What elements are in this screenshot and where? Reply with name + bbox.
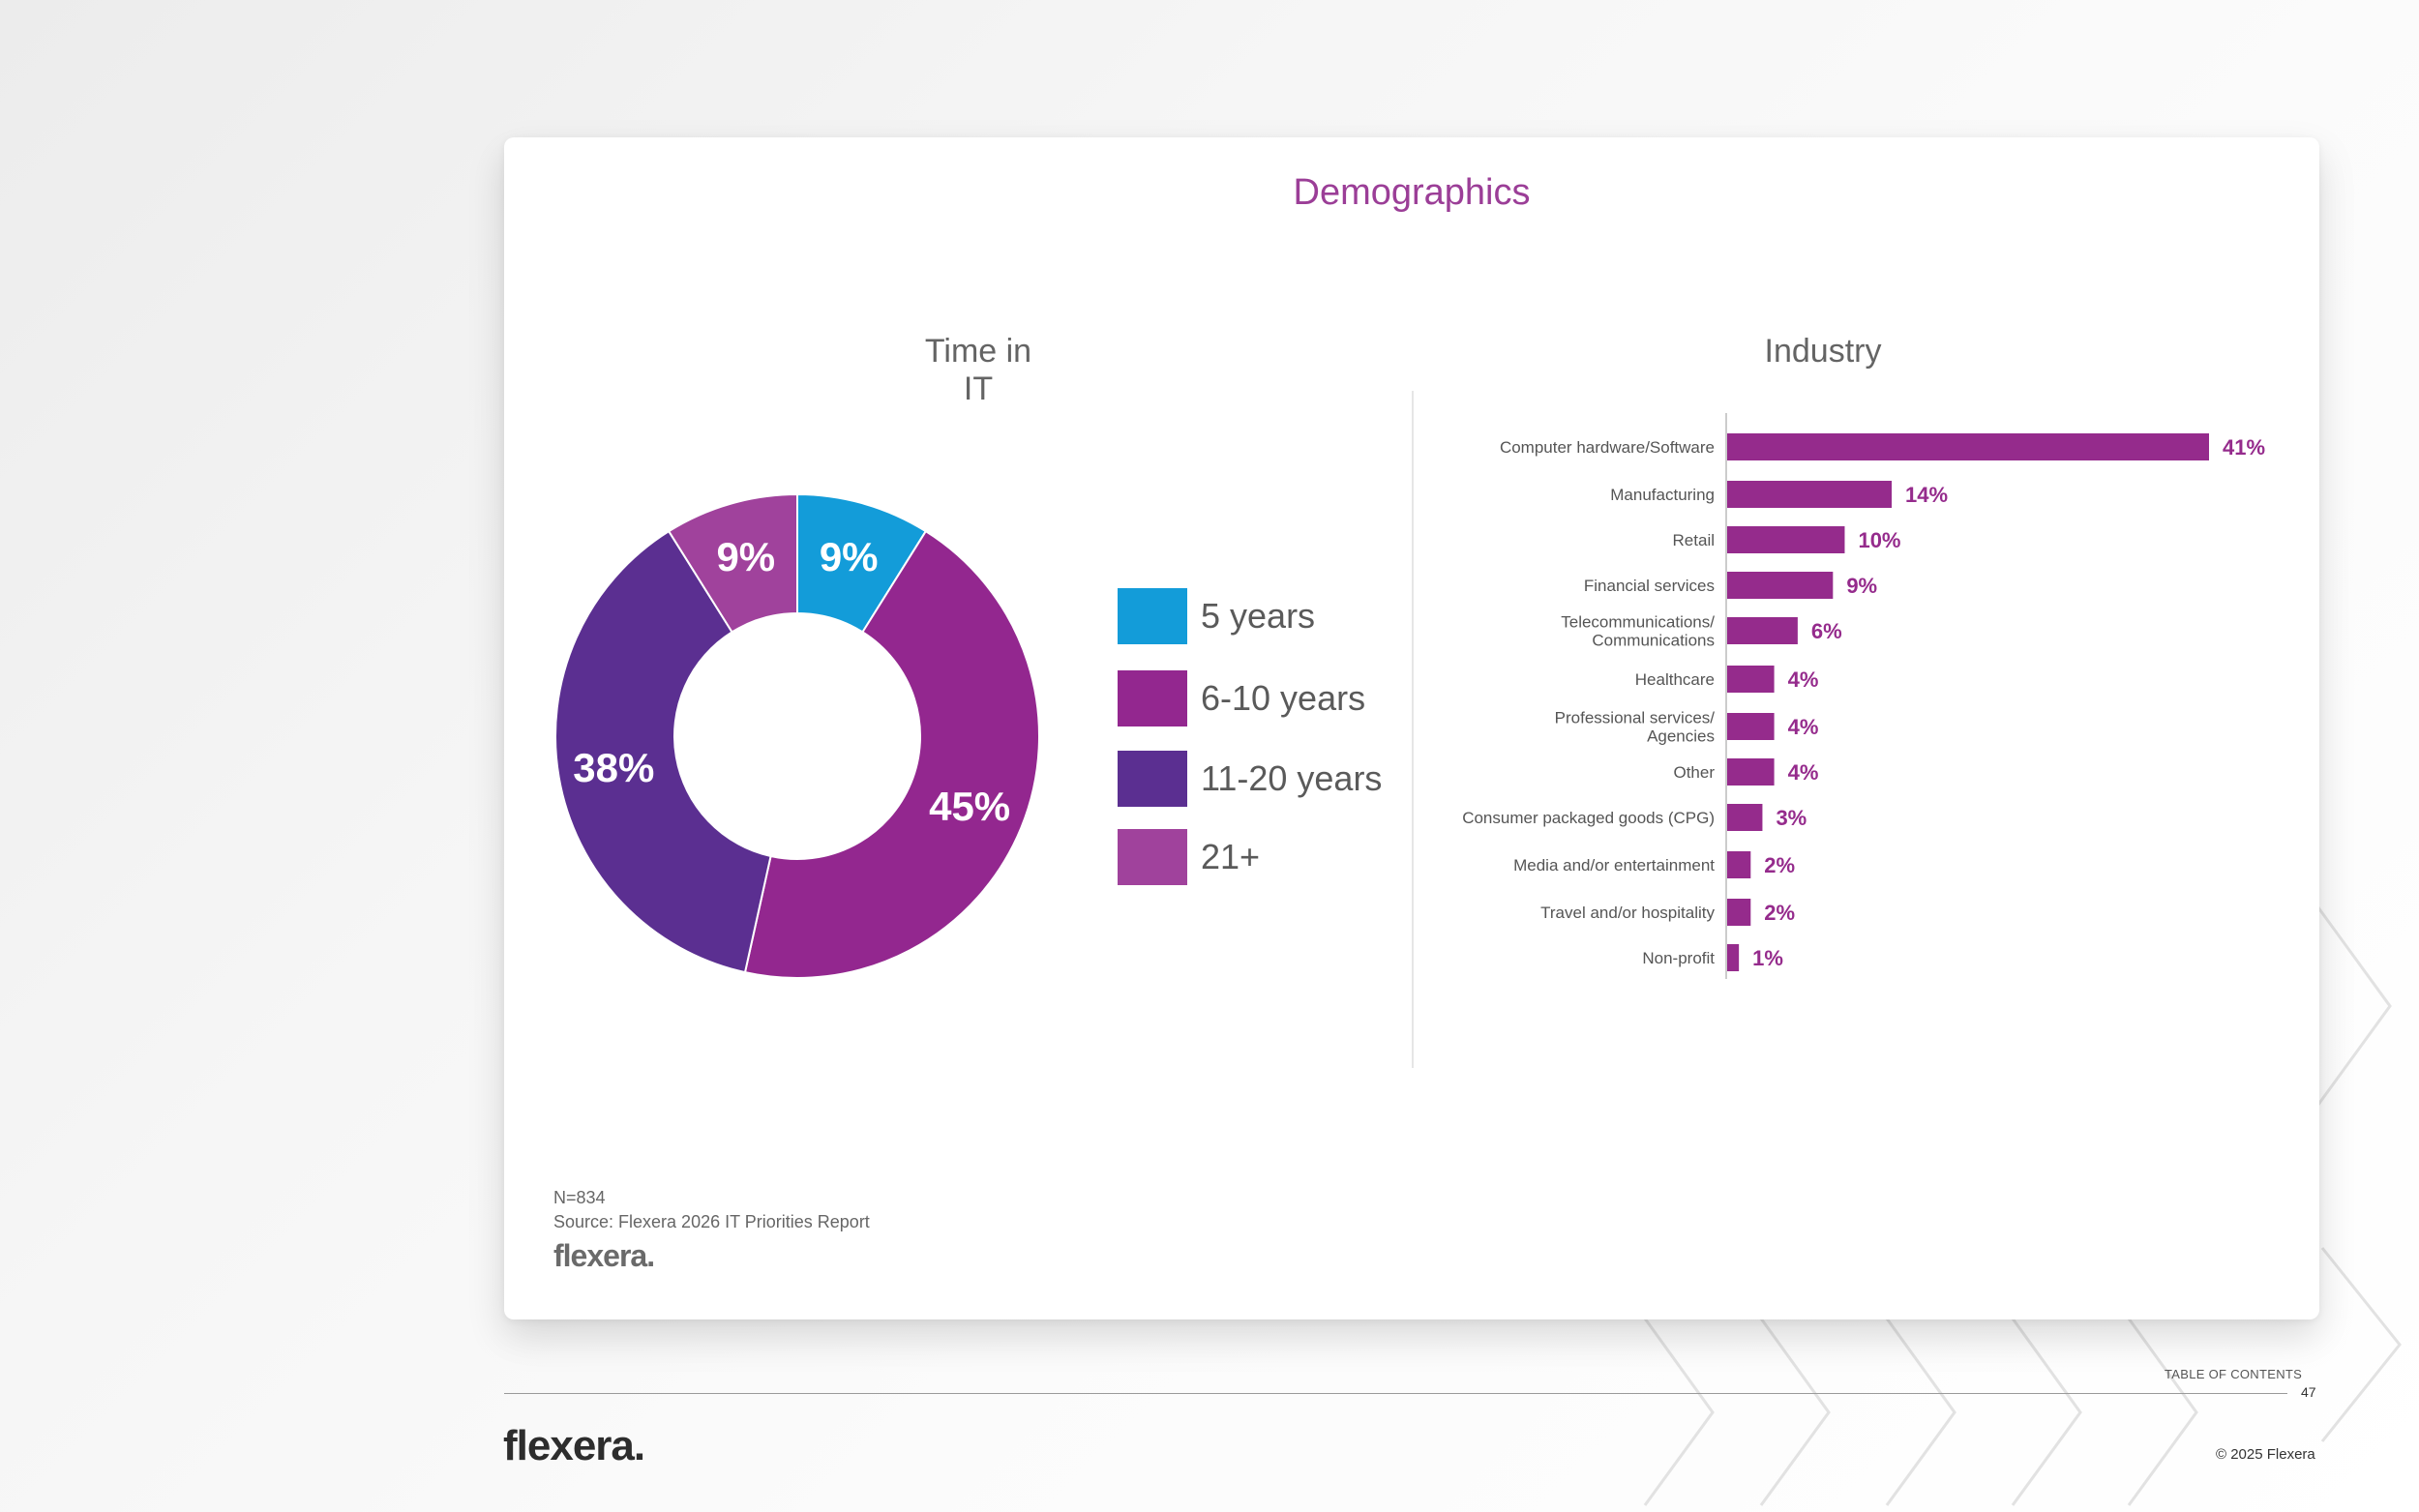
industry-bar — [1727, 481, 1893, 508]
industry-value-label: 4% — [1788, 760, 1819, 785]
time-in-it-title: Time in IT — [924, 333, 1032, 407]
legend-label-5-years: 5 years — [1201, 596, 1316, 636]
industry-bar — [1727, 617, 1798, 644]
legend-swatch-11-20-years — [1118, 751, 1187, 807]
industry-category-label: Telecommunications/Communications — [1561, 613, 1715, 650]
industry-category-label: Retail — [1673, 531, 1715, 549]
industry-value-label: 1% — [1752, 946, 1783, 970]
industry-category-label: Travel and/or hospitality — [1540, 904, 1715, 922]
card-title: Demographics — [1293, 172, 1531, 213]
legend-item-6-10-years: 6-10 years — [1118, 670, 1427, 726]
industry-value-label: 10% — [1858, 528, 1900, 552]
industry-bar — [1727, 851, 1751, 878]
copyright-text: © 2025 Flexera — [2216, 1446, 2315, 1463]
industry-bar — [1727, 944, 1740, 971]
industry-value-label: 41% — [2223, 435, 2265, 460]
industry-bar — [1727, 899, 1751, 926]
industry-category-label: Healthcare — [1635, 670, 1715, 689]
donut-slice-6-10-years — [743, 529, 1040, 979]
industry-category-label: Non-profit — [1642, 949, 1715, 967]
industry-value-label: 3% — [1776, 806, 1807, 830]
legend-label-11-20-years: 11-20 years — [1201, 758, 1383, 798]
legend-swatch-6-10-years — [1118, 670, 1187, 726]
industry-value-label: 14% — [1905, 483, 1948, 507]
legend-item-11-20-years: 11-20 years — [1118, 751, 1427, 807]
industry-bar — [1727, 758, 1775, 786]
demographics-card: Demographics Time in IT Industry 9% 45% 38… — [504, 137, 2319, 1319]
source-note: Source: Flexera 2026 IT Priorities Repor… — [553, 1212, 870, 1231]
table-of-contents-link[interactable]: TABLE OF CONTENTS — [2165, 1367, 2303, 1381]
donut-label-6-10-years: 45% — [929, 784, 1010, 829]
industry-bar-chart: 41% Computer hardware/Software 14% Manufact… — [1462, 413, 2265, 979]
industry-title: Industry — [1764, 333, 1882, 370]
industry-bar — [1727, 572, 1834, 599]
industry-bar — [1727, 526, 1845, 553]
donut-slice-21 — [667, 492, 798, 634]
legend-swatch-5-years — [1118, 588, 1187, 644]
industry-value-label: 6% — [1811, 619, 1842, 643]
chart-divider — [1412, 391, 1414, 1068]
industry-bar — [1727, 433, 2209, 460]
donut-label-11-20-years: 38% — [573, 745, 654, 790]
footer-divider — [504, 1393, 2287, 1394]
page-number: 47 — [2301, 1384, 2316, 1400]
sample-size-note: N=834 — [553, 1188, 606, 1207]
industry-category-label: Other — [1673, 763, 1715, 782]
legend-item-5-years: 5 years — [1118, 588, 1427, 644]
donut-label-5-years: 9% — [820, 534, 879, 579]
footer-flexera-logo: flexera. — [503, 1422, 645, 1469]
legend-label-21-plus: 21+ — [1201, 837, 1261, 876]
card-flexera-logo: flexera. — [553, 1238, 655, 1273]
industry-bar — [1727, 666, 1775, 693]
legend-swatch-21-plus — [1118, 829, 1187, 885]
industry-category-label: Financial services — [1584, 577, 1715, 595]
industry-category-label: Media and/or entertainment — [1513, 856, 1715, 875]
industry-category-label: Professional services/Agencies — [1555, 709, 1716, 746]
industry-category-label: Manufacturing — [1610, 486, 1715, 504]
legend-item-21-plus: 21+ — [1118, 829, 1427, 885]
industry-value-label: 2% — [1764, 853, 1795, 877]
industry-value-label: 4% — [1788, 667, 1819, 692]
legend-label-6-10-years: 6-10 years — [1201, 678, 1366, 718]
industry-category-label: Computer hardware/Software — [1500, 438, 1715, 457]
industry-value-label: 4% — [1788, 715, 1819, 739]
donut-slice-11-20-years — [554, 529, 772, 974]
industry-bar — [1727, 804, 1763, 831]
industry-value-label: 9% — [1846, 574, 1877, 598]
time-in-it-donut-chart: 9% 45% 38% 9% — [554, 492, 1040, 979]
industry-category-label: Consumer packaged goods (CPG) — [1462, 809, 1715, 827]
industry-value-label: 2% — [1764, 901, 1795, 925]
donut-label-21: 9% — [716, 534, 775, 579]
industry-bar — [1727, 713, 1775, 740]
